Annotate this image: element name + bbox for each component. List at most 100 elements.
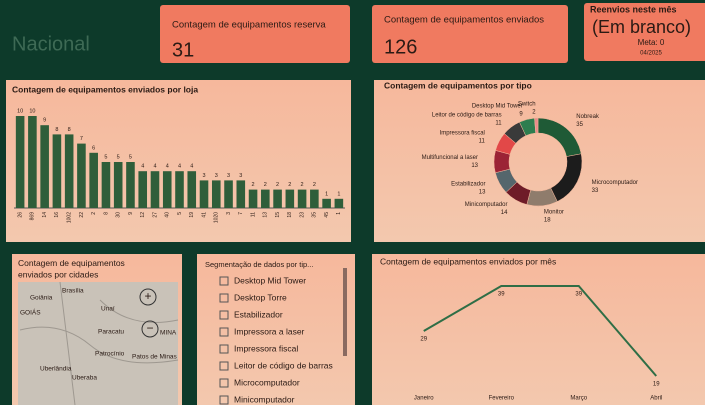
data-label: 2 xyxy=(301,182,304,188)
bar xyxy=(248,189,258,208)
bar xyxy=(15,116,25,208)
bar xyxy=(310,189,319,208)
map-place: Goiânia xyxy=(30,295,53,302)
slice-label: Multifuncional a laser xyxy=(422,155,478,161)
slicer-item[interactable]: Desktop Mid Tower xyxy=(234,275,306,285)
slicer-item[interactable]: Microcomputador xyxy=(234,377,300,387)
x-tick-label: 2 xyxy=(91,212,97,215)
zoom-in-icon: + xyxy=(144,289,151,303)
slice-value: 14 xyxy=(501,210,508,216)
x-tick-label: 1002 xyxy=(66,212,72,223)
data-label: 4 xyxy=(153,164,156,170)
x-tick-label: 45 xyxy=(324,212,330,218)
slicer-item[interactable]: Impressora fiscal xyxy=(234,343,298,353)
bar xyxy=(40,125,49,208)
checkbox[interactable] xyxy=(219,327,229,337)
x-tick-label: 1020 xyxy=(214,212,220,223)
bar xyxy=(89,152,98,208)
data-label: 1 xyxy=(337,191,340,197)
card xyxy=(160,5,350,63)
x-tick-label: 869 xyxy=(30,212,36,221)
checkbox[interactable] xyxy=(219,361,229,371)
panel xyxy=(6,80,351,242)
zoom-out[interactable] xyxy=(141,320,159,338)
panel-title: Contagem de equipamentos enviados por mê… xyxy=(380,256,556,266)
data-label: 8 xyxy=(55,127,58,133)
data-label: 2 xyxy=(313,182,316,188)
x-tick-label: 26 xyxy=(17,212,23,218)
slice-value: 11 xyxy=(479,138,486,144)
slice-value: 35 xyxy=(576,122,583,128)
checkbox[interactable] xyxy=(219,395,229,405)
map-place: Patos de Minas xyxy=(132,354,178,361)
data-label: 4 xyxy=(190,164,193,170)
slice-label: Estabilizador xyxy=(451,182,485,188)
map-place: Paracatu xyxy=(98,329,124,336)
data-label: 29 xyxy=(420,337,427,343)
data-label: 2 xyxy=(252,182,255,188)
slice-value: 18 xyxy=(544,217,551,223)
bar xyxy=(224,180,233,208)
map-place: Patrocínio xyxy=(95,351,125,358)
x-tick-label: 35 xyxy=(312,212,318,218)
x-tick-label: 19 xyxy=(189,212,195,218)
map xyxy=(18,282,178,405)
x-tick-label: 8 xyxy=(103,212,109,215)
x-tick-label: 22 xyxy=(79,212,85,218)
scrollbar[interactable] xyxy=(343,268,347,356)
data-label: 3 xyxy=(215,173,218,179)
bar xyxy=(322,198,331,208)
bar xyxy=(126,162,135,208)
x-tick-label: Março xyxy=(570,396,587,402)
panel-title: Contagem de equipamentos xyxy=(18,258,125,268)
x-tick-label: 11 xyxy=(250,212,256,217)
slicer-item[interactable]: Desktop Torre xyxy=(234,292,287,302)
data-label: 7 xyxy=(80,136,83,142)
logo: Nacional xyxy=(12,33,90,55)
slicer-title: Segmentação de dados por tip... xyxy=(205,260,313,269)
map-title: Contagem de equipamentos xyxy=(18,258,125,268)
data-label: 2 xyxy=(276,182,279,188)
bar xyxy=(297,189,307,208)
bar xyxy=(64,134,74,208)
card-meta: Meta: 0 xyxy=(638,38,665,47)
slice-value: 13 xyxy=(471,163,478,169)
checkbox[interactable] xyxy=(219,344,229,354)
slicer-item[interactable]: Minicomputador xyxy=(234,394,295,404)
slicer-item[interactable]: Leitor de código de barras xyxy=(234,360,333,370)
data-label: 6 xyxy=(92,145,95,151)
x-tick-label: 41 xyxy=(201,212,207,218)
slice-label: Leitor de código de barras xyxy=(432,113,502,119)
checkbox[interactable] xyxy=(219,293,229,303)
checkbox[interactable] xyxy=(219,378,229,388)
bar xyxy=(175,171,184,208)
x-tick-label: 40 xyxy=(165,212,171,218)
bar xyxy=(273,189,282,208)
data-label: 39 xyxy=(498,292,505,298)
x-tick-label: 16 xyxy=(54,212,60,218)
map-place: Uberlândia xyxy=(40,366,72,373)
map-border xyxy=(19,281,179,405)
zoom-in[interactable] xyxy=(139,288,157,306)
x-tick-label: 9 xyxy=(128,212,134,215)
card-value: (Em branco) xyxy=(592,17,691,37)
slicer-item[interactable]: Estabilizador xyxy=(234,309,283,319)
slicer-item[interactable]: Impressora a laser xyxy=(234,326,305,336)
slice-label: Impressora fiscal xyxy=(440,130,485,136)
map-place: Uberaba xyxy=(72,375,97,382)
data-label: 4 xyxy=(141,164,144,170)
x-tick-label: 5 xyxy=(177,212,183,215)
card-title: Reenvios neste mês xyxy=(590,4,677,14)
data-label: 3 xyxy=(239,173,242,179)
bar xyxy=(28,116,37,208)
bar xyxy=(261,189,270,208)
checkbox[interactable] xyxy=(219,276,229,286)
card xyxy=(584,3,705,61)
bar xyxy=(101,162,111,208)
bar xyxy=(52,134,62,208)
data-label: 3 xyxy=(227,173,230,179)
checkbox[interactable] xyxy=(219,310,229,320)
data-label: 2 xyxy=(288,182,291,188)
panel xyxy=(197,254,355,405)
